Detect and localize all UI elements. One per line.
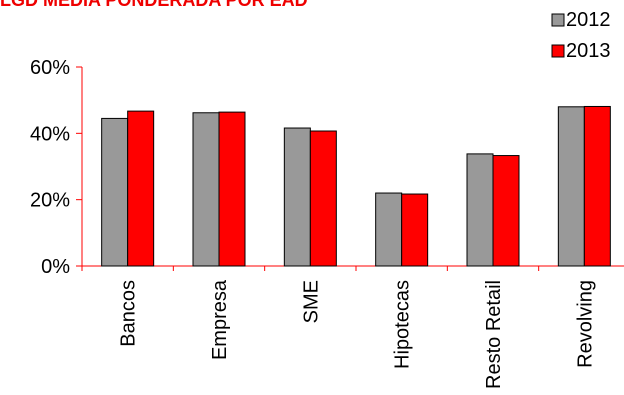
- x-tick-label: Revolving: [574, 280, 596, 368]
- x-tick-label: Resto Retail: [483, 280, 505, 389]
- legend-label: 2012: [566, 9, 611, 31]
- bar-2012-bancos: [101, 117, 129, 267]
- y-tick-label: 20%: [30, 190, 70, 212]
- chart-title: LGD MEDIA PONDERADA POR EAD: [0, 0, 308, 10]
- bar-2012-hipotecas: [375, 192, 403, 267]
- legend-swatch-2012: [551, 13, 565, 27]
- bar-2013-resto-retail: [492, 155, 520, 267]
- bar-2012-revolving: [557, 106, 585, 267]
- y-tick-label: 0%: [41, 256, 70, 278]
- x-tick-label: Bancos: [118, 280, 140, 347]
- legend-swatch-2013: [551, 44, 565, 58]
- bar-2012-empresa: [192, 112, 220, 267]
- bar-2013-sme: [309, 130, 337, 267]
- bar-2012-sme: [283, 127, 311, 267]
- y-tick-label: 40%: [30, 123, 70, 145]
- x-tick-label: SME: [300, 280, 322, 323]
- legend-label: 2013: [566, 40, 611, 62]
- x-tick-label: Empresa: [209, 279, 231, 360]
- bar-2013-hipotecas: [401, 193, 429, 267]
- bar-2013-revolving: [583, 105, 611, 267]
- bar-2012-resto-retail: [466, 153, 494, 267]
- x-tick-label: Hipotecas: [392, 280, 414, 369]
- bar-2013-empresa: [218, 111, 246, 267]
- y-tick-label: 60%: [30, 57, 70, 79]
- bar-2013-bancos: [127, 110, 155, 267]
